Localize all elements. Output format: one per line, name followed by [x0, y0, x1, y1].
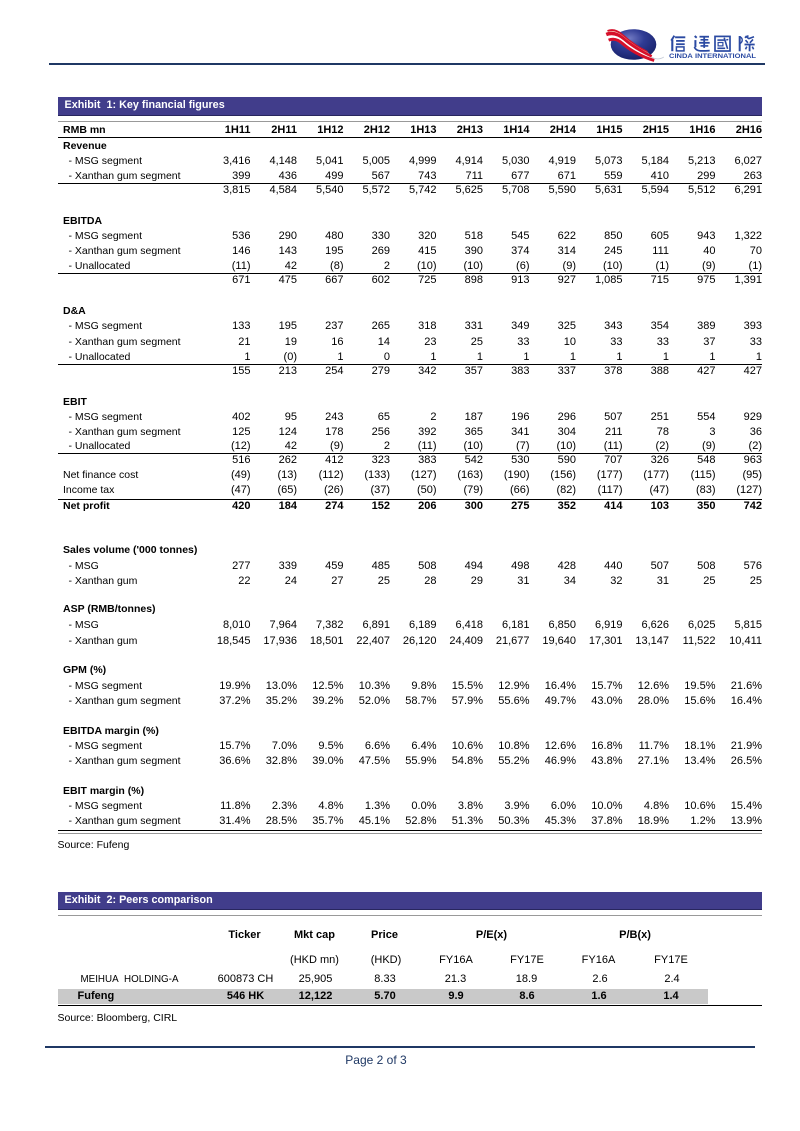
svg-text:CINDA INTERNATIONAL: CINDA INTERNATIONAL: [669, 53, 756, 60]
